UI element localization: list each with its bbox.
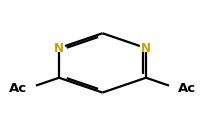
Text: N: N — [54, 42, 64, 55]
Text: N: N — [140, 42, 150, 55]
Text: Ac: Ac — [177, 82, 195, 95]
Text: Ac: Ac — [9, 82, 27, 95]
